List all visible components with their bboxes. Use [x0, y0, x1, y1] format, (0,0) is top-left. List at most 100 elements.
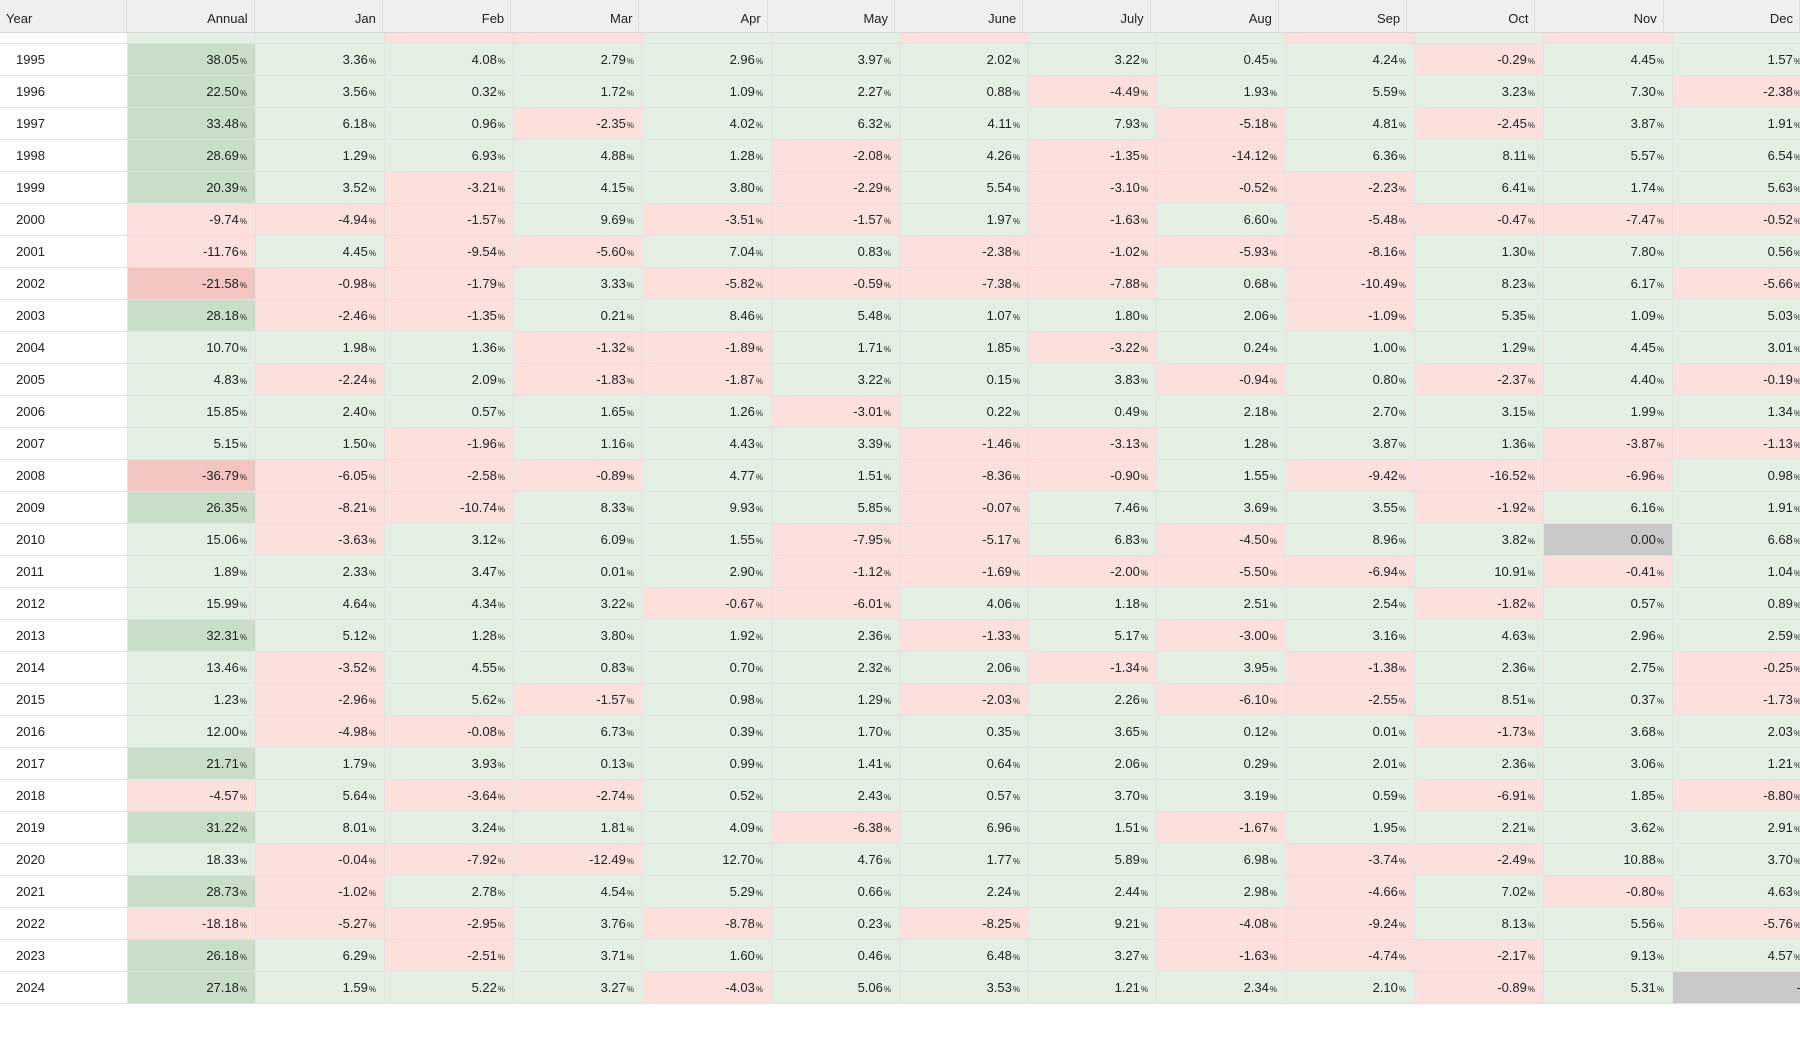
percent-sign: %	[1269, 185, 1277, 194]
monthly-return-cell: -6.05%	[256, 460, 385, 491]
monthly-return-cell: 3.33%	[514, 268, 643, 299]
percent-sign: %	[1269, 697, 1277, 706]
return-value: -4.03	[725, 980, 755, 995]
return-value: -4.08	[1239, 916, 1269, 931]
percent-sign: %	[755, 793, 763, 802]
column-header-oct[interactable]: Oct	[1407, 0, 1536, 32]
monthly-return-cell: 5.06%	[772, 972, 900, 1003]
annual-return-cell: -9.74%	[128, 204, 256, 235]
return-value: 3.15	[1501, 404, 1527, 419]
percent-sign: %	[626, 569, 634, 578]
return-value: -0.08	[467, 724, 497, 739]
monthly-return-cell: -3.10%	[1029, 172, 1157, 203]
column-header-may[interactable]: May	[768, 0, 896, 32]
monthly-return-cell: 3.06%	[1544, 748, 1673, 779]
column-header-nov[interactable]: Nov	[1535, 0, 1664, 32]
table-row: 2000 -9.74% -4.94% -1.57% 9.69% -3.51% -1.57% 1…	[0, 204, 1800, 236]
column-header-feb[interactable]: Feb	[383, 0, 512, 32]
return-value: 2.18	[1243, 404, 1269, 419]
monthly-return-cell: 2.43%	[772, 780, 900, 811]
return-value: 6.29	[342, 948, 368, 963]
percent-sign: %	[1140, 217, 1148, 226]
return-value: 1.60	[729, 948, 755, 963]
year-cell: 2010	[0, 524, 128, 555]
column-header-dec[interactable]: Dec	[1664, 0, 1800, 32]
column-header-july[interactable]: July	[1023, 0, 1151, 32]
monthly-return-cell: 4.63%	[1673, 876, 1800, 907]
return-value: -9.24	[1368, 916, 1398, 931]
return-value: 3.24	[471, 820, 497, 835]
return-value: 18.33	[206, 852, 239, 867]
year-cell: 2003	[0, 300, 128, 331]
monthly-return-cell: 4.64%	[256, 588, 385, 619]
return-value: 3.87	[1372, 436, 1398, 451]
return-value: 2.34	[1243, 980, 1269, 995]
column-header-apr[interactable]: Apr	[639, 0, 768, 32]
monthly-return-cell: 3.55%	[1286, 492, 1415, 523]
column-header-june[interactable]: June	[895, 0, 1024, 32]
percent-sign: %	[1140, 729, 1148, 738]
return-value: 2.96	[729, 52, 755, 67]
monthly-return-cell: -4.66%	[1286, 876, 1415, 907]
column-header-sep[interactable]: Sep	[1279, 0, 1408, 32]
monthly-return-cell: -2.38%	[1673, 76, 1800, 107]
monthly-return-cell: 1.34%	[1673, 396, 1800, 427]
annual-return-cell: 33.48%	[128, 108, 256, 139]
monthly-return-cell: -1.13%	[1673, 428, 1800, 459]
column-header-year[interactable]: Year	[0, 0, 128, 32]
return-value: -1.79	[467, 276, 497, 291]
monthly-return-cell: 1.80%	[1029, 300, 1157, 331]
return-value: 4.08	[471, 52, 497, 67]
monthly-return-cell: 5.57%	[1544, 140, 1673, 171]
monthly-return-cell: 3.93%	[385, 748, 514, 779]
monthly-return-cell: 4.45%	[1544, 332, 1673, 363]
monthly-return-cell: -1.09%	[1286, 300, 1415, 331]
monthly-return-cell: 2.36%	[1415, 748, 1544, 779]
column-header-annual[interactable]: Annual	[127, 0, 255, 32]
return-value: 3.22	[600, 596, 626, 611]
monthly-return-cell: 2.98%	[1157, 876, 1286, 907]
return-value: 0.89	[1767, 596, 1793, 611]
monthly-return-cell: 3.12%	[385, 524, 514, 555]
percent-sign: %	[755, 665, 763, 674]
return-value: 7.80	[1630, 244, 1656, 259]
return-value: 10.70	[206, 340, 239, 355]
return-value: 5.85	[857, 500, 883, 515]
return-value: 5.89	[1114, 852, 1140, 867]
percent-sign: %	[1398, 249, 1406, 258]
return-value: 0.37	[1630, 692, 1656, 707]
monthly-return-cell: 7.93%	[1029, 108, 1157, 139]
monthly-return-cell: 2.32%	[772, 652, 900, 683]
percent-sign: %	[1527, 697, 1535, 706]
percent-sign: %	[1398, 313, 1406, 322]
monthly-return-cell: 9.93%	[643, 492, 772, 523]
column-header-aug[interactable]: Aug	[1151, 0, 1279, 32]
monthly-return-cell: -0.94%	[1157, 364, 1286, 395]
table-row: 2013 32.31% 5.12% 1.28% 3.80% 1.92% 2.36% -1.33…	[0, 620, 1800, 652]
return-value: 4.09	[729, 820, 755, 835]
percent-sign: %	[883, 601, 891, 610]
return-value: 4.15	[600, 180, 626, 195]
monthly-return-cell: 0.37%	[1544, 684, 1673, 715]
monthly-return-cell: 2.40%	[256, 396, 385, 427]
return-value: -2.23	[1368, 180, 1398, 195]
percent-sign: %	[1140, 249, 1148, 258]
return-value: 2.96	[1630, 628, 1656, 643]
monthly-return-cell: 4.02%	[643, 108, 772, 139]
return-value: 2.36	[1501, 660, 1527, 675]
percent-sign: %	[626, 953, 634, 962]
return-value: 3.80	[729, 180, 755, 195]
percent-sign: %	[1527, 921, 1535, 930]
column-header-jan[interactable]: Jan	[255, 0, 383, 32]
percent-sign: %	[1398, 377, 1406, 386]
monthly-return-cell: -0.19%	[1673, 364, 1800, 395]
percent-sign: %	[1656, 505, 1664, 514]
column-header-mar[interactable]: Mar	[511, 0, 640, 32]
percent-sign: %	[626, 697, 634, 706]
percent-sign: %	[1398, 537, 1406, 546]
percent-sign: %	[1527, 89, 1535, 98]
percent-sign: %	[239, 761, 247, 770]
monthly-return-cell: 0.88%	[900, 76, 1029, 107]
monthly-return-cell: 0.00%	[1544, 524, 1673, 555]
percent-sign: %	[368, 121, 376, 130]
